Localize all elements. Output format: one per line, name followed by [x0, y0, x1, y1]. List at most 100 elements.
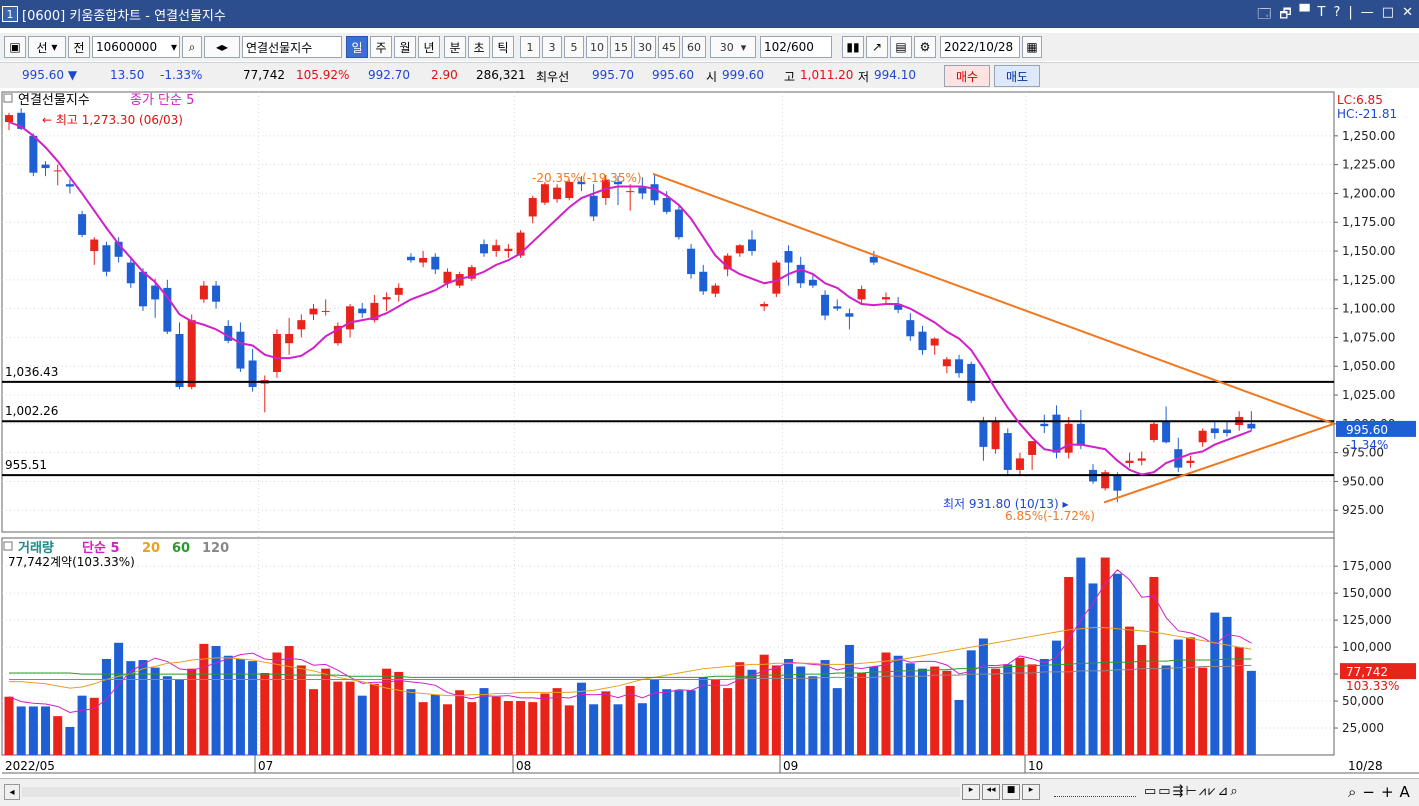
candle-body: [78, 214, 87, 235]
horizontal-scrollbar[interactable]: [22, 787, 960, 797]
volume-bar: [1185, 637, 1195, 755]
candle-body: [565, 181, 574, 199]
candle-body: [1113, 475, 1122, 491]
candle-body: [187, 320, 196, 387]
search-icon[interactable]: ⌕: [182, 36, 202, 58]
volume-bar: [869, 666, 879, 755]
nav-buttons: ▸ ◂◂ ■ ▸: [962, 784, 1048, 800]
period-tick[interactable]: 틱: [492, 36, 514, 58]
interval-15[interactable]: 15: [610, 36, 632, 58]
price-tick-label: 975.00: [1342, 446, 1384, 460]
candle-body: [1101, 472, 1110, 489]
volume-bar: [369, 683, 379, 755]
prev-button[interactable]: 전: [68, 36, 90, 58]
period-week[interactable]: 주: [370, 36, 392, 58]
layout-icon[interactable]: 🗔: [1257, 7, 1272, 22]
candle-body: [480, 244, 489, 254]
candle-body: [285, 333, 294, 344]
price-tick-label: 1,050.00: [1342, 359, 1395, 373]
volume-bar: [1222, 616, 1232, 755]
candle-body: [577, 181, 586, 185]
interval-select[interactable]: 30 ▾: [710, 36, 756, 58]
drawing-tools[interactable]: ▭▭⇶⊢⩘⩗⊿⌕: [1144, 784, 1240, 799]
interval-30[interactable]: 30: [634, 36, 656, 58]
date-input[interactable]: 2022/10/28: [940, 36, 1020, 58]
scroll-left-button[interactable]: ◂: [4, 784, 20, 800]
interval-60[interactable]: 60: [682, 36, 706, 58]
calendar-icon[interactable]: ▦: [1022, 36, 1042, 58]
low-value: 994.10: [874, 68, 916, 82]
interval-1[interactable]: 1: [520, 36, 540, 58]
speaker-icon[interactable]: ◂▸: [204, 36, 240, 58]
period-year[interactable]: 년: [418, 36, 440, 58]
volume-bar: [1088, 583, 1098, 755]
maximize-button[interactable]: □: [1381, 5, 1395, 20]
candle-body: [1223, 429, 1231, 434]
volume-bar: [893, 655, 903, 755]
pin-icon[interactable]: ▀: [1299, 5, 1310, 20]
candle-body: [626, 191, 635, 193]
interval-45[interactable]: 45: [658, 36, 680, 58]
name-field[interactable]: 연결선물지수: [242, 36, 342, 58]
candle-body: [1040, 423, 1049, 427]
volume-bar: [613, 704, 623, 755]
volume-bar: [272, 652, 282, 755]
mode-select[interactable]: 선 ▾: [28, 36, 66, 58]
zoom-controls[interactable]: ⌕−+A: [1348, 783, 1416, 801]
sell-button[interactable]: 매도: [994, 65, 1040, 87]
period-second[interactable]: 초: [468, 36, 490, 58]
rewind-icon[interactable]: ◂◂: [982, 784, 1000, 800]
period-day[interactable]: 일: [346, 36, 368, 58]
volume-tick-label: 125,000: [1342, 613, 1392, 627]
candle-body: [735, 245, 744, 254]
candle-body: [358, 308, 367, 314]
help-icon[interactable]: ?: [1333, 5, 1341, 20]
restore-tile-icon[interactable]: 🗗: [1279, 7, 1292, 22]
forward-icon[interactable]: ▸: [1022, 784, 1040, 800]
candle-body: [102, 245, 111, 272]
chart-area[interactable]: 1,250.00 1,225.00 1,200.00 1,175.00 1,150.00…: [0, 90, 1419, 778]
volume-bar: [382, 668, 392, 755]
settings-gear-icon[interactable]: ⚙: [914, 36, 936, 58]
font-icon[interactable]: T: [1317, 5, 1326, 20]
code-input[interactable]: 10600000 ▾: [92, 36, 180, 58]
candle-body: [528, 198, 537, 217]
zoom-slider[interactable]: [1054, 785, 1136, 797]
interval-3[interactable]: 3: [542, 36, 562, 58]
toolbar: ▣ 선 ▾ 전 10600000 ▾ ⌕ ◂▸ 연결선물지수 일 주 월 년 분 …: [0, 33, 1419, 61]
minimize-button[interactable]: —: [1360, 5, 1374, 20]
chart-svg[interactable]: 1,250.00 1,225.00 1,200.00 1,175.00 1,150.00…: [0, 90, 1419, 778]
resistance-trendline: [652, 172, 1335, 425]
support-line-label: 955.51: [5, 458, 47, 472]
volume-bar: [467, 702, 477, 755]
candle-body: [747, 239, 756, 252]
candle-body: [930, 338, 939, 346]
interval-5[interactable]: 5: [564, 36, 584, 58]
count-input[interactable]: 102/600: [760, 36, 832, 58]
value-2: 2.90: [431, 68, 458, 82]
interval-10[interactable]: 10: [586, 36, 608, 58]
candle-body: [894, 304, 903, 310]
current-pct-label: -1.34%: [1346, 438, 1388, 452]
buy-button[interactable]: 매수: [944, 65, 990, 87]
close-button[interactable]: ✕: [1402, 5, 1413, 20]
period-minute[interactable]: 분: [444, 36, 466, 58]
candle-body: [687, 248, 696, 275]
chart-menu-icon[interactable]: ▣: [4, 36, 26, 58]
trendline-icon[interactable]: ↗: [866, 36, 888, 58]
volume-bar: [1246, 670, 1256, 755]
legend-box: [3, 93, 13, 103]
stop-icon[interactable]: ■: [1002, 784, 1020, 800]
peak-annotation: -20.35%(-19.35%): [532, 171, 642, 185]
best-bid: 995.60: [652, 68, 694, 82]
candle-body: [1003, 433, 1012, 470]
volume-bar: [199, 643, 209, 755]
candle-body: [650, 184, 659, 201]
save-icon[interactable]: ▤: [890, 36, 912, 58]
volume-legend-ma: 단순 5: [82, 540, 120, 556]
first-icon[interactable]: ▸: [962, 784, 980, 800]
period-month[interactable]: 월: [394, 36, 416, 58]
volume-bar: [16, 706, 26, 755]
candle-type-icon[interactable]: ▮▮: [842, 36, 864, 58]
candle-body: [1125, 460, 1134, 464]
